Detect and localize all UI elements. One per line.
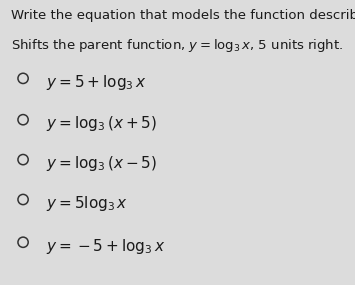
Text: Shifts the parent function, $y = \log_3 x$, 5 units right.: Shifts the parent function, $y = \log_3 … — [11, 37, 343, 54]
Text: $y = \log_3 (x - 5)$: $y = \log_3 (x - 5)$ — [46, 154, 157, 173]
Text: Write the equation that models the function described.: Write the equation that models the funct… — [11, 9, 355, 22]
Text: $y = 5 + \log_3 x$: $y = 5 + \log_3 x$ — [46, 73, 147, 92]
Text: $y = \log_3 (x + 5)$: $y = \log_3 (x + 5)$ — [46, 114, 157, 133]
Text: $y = -5 + \log_3 x$: $y = -5 + \log_3 x$ — [46, 237, 166, 256]
Text: $y = 5 \log_3 x$: $y = 5 \log_3 x$ — [46, 194, 128, 213]
